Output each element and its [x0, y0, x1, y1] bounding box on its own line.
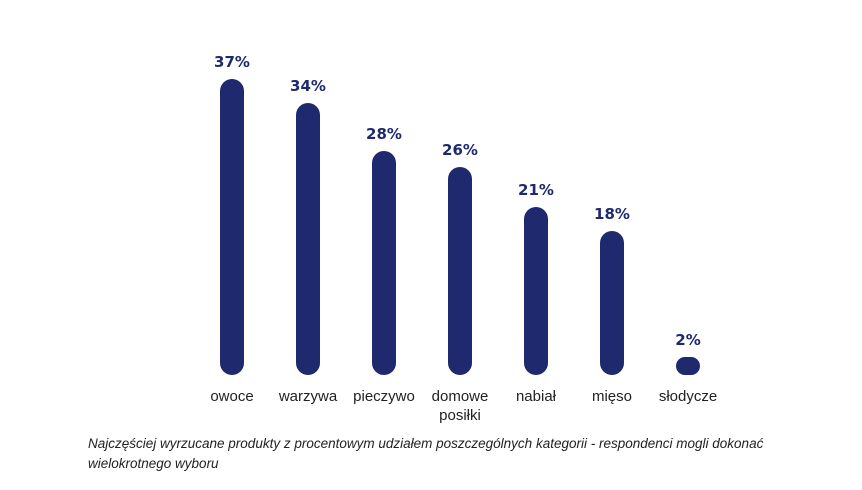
value-label-3: 26%	[442, 141, 478, 159]
category-label-line: posiłki	[439, 407, 481, 424]
bar-1	[296, 103, 320, 375]
bar-chart: 37% owoce 34% warzywa 28% pieczywo 26% domowe po…	[210, 53, 717, 424]
value-label-1: 34%	[290, 77, 326, 95]
category-label-line: domowe	[432, 388, 489, 405]
category-label-line: nabiał	[516, 388, 557, 405]
category-label-line: owoce	[210, 388, 253, 405]
chart-caption: Najczęściej wyrzucane produkty z procent…	[88, 436, 764, 471]
category-label-3: domowe posiłki	[432, 388, 489, 424]
bar-3	[448, 167, 472, 375]
category-label-0: owoce	[210, 388, 253, 405]
category-label-line: mięso	[592, 388, 632, 405]
category-label-2: pieczywo	[353, 388, 415, 405]
value-label-0: 37%	[214, 53, 250, 71]
bar-4	[524, 207, 548, 375]
category-label-4: nabiał	[516, 388, 557, 405]
category-label-5: mięso	[592, 388, 632, 405]
category-label-line: słodycze	[659, 388, 717, 405]
category-label-line: pieczywo	[353, 388, 415, 405]
value-label-2: 28%	[366, 125, 402, 143]
bar-5	[600, 231, 624, 375]
value-label-5: 18%	[594, 205, 630, 223]
value-label-6: 2%	[675, 331, 700, 349]
bar-0	[220, 79, 244, 375]
value-label-4: 21%	[518, 181, 554, 199]
category-label-line: warzywa	[278, 388, 338, 405]
category-label-6: słodycze	[659, 388, 717, 405]
bar-6	[676, 357, 700, 375]
category-label-1: warzywa	[278, 388, 338, 405]
bar-2	[372, 151, 396, 375]
